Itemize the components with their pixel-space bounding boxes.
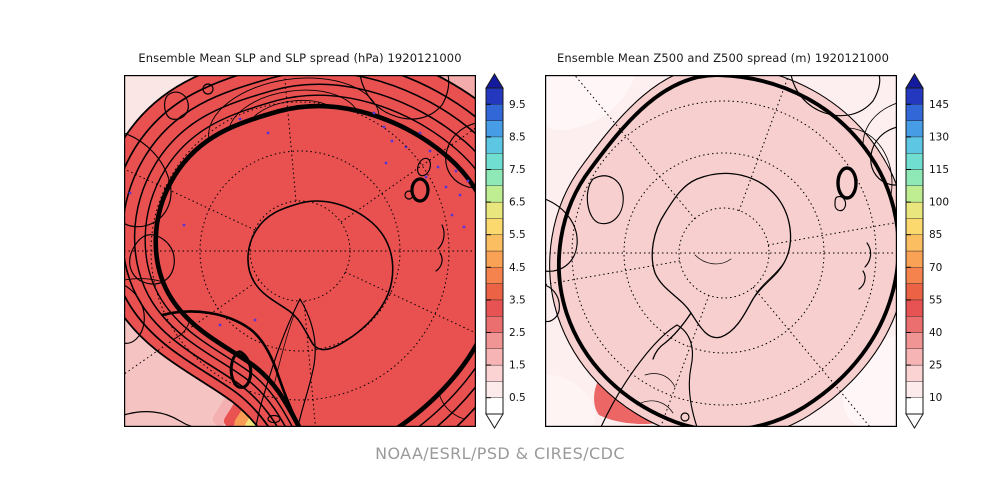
colorbar-segment xyxy=(485,136,504,154)
colorbar-tick-label: 70 xyxy=(929,262,942,274)
colorbar-segment xyxy=(485,267,504,284)
colorbar-segment xyxy=(485,87,504,105)
slp-coastlines xyxy=(124,75,476,427)
colorbar-tick-label: 9.5 xyxy=(509,99,526,111)
z500-coastlines xyxy=(545,75,897,427)
footer-credit: NOAA/ESRL/PSD & CIRES/CDC xyxy=(375,444,625,463)
colorbar-segment xyxy=(485,218,504,235)
slp-spread-map xyxy=(124,75,476,427)
colorbar-segment xyxy=(905,267,924,284)
colorbar-segment xyxy=(485,397,504,415)
colorbar-tick-label: 5.5 xyxy=(509,229,526,241)
colorbar-segment xyxy=(905,201,924,219)
slp-thick-contours xyxy=(154,104,476,427)
colorbar-segment xyxy=(905,120,924,138)
colorbar-segment xyxy=(485,250,504,268)
colorbar-segment xyxy=(905,169,924,186)
colorbar-outline xyxy=(905,87,924,415)
colorbar-tick-label: 2.5 xyxy=(509,327,526,339)
colorbar-segment xyxy=(905,283,924,301)
colorbar-tick-label: 6.5 xyxy=(509,197,526,209)
colorbar-segment xyxy=(905,250,924,268)
colorbar-segment xyxy=(485,234,504,252)
z500-graticule xyxy=(545,75,897,427)
colorbar-segment xyxy=(905,381,924,398)
colorbar-segment xyxy=(905,218,924,235)
slp-map-border xyxy=(124,75,476,427)
z500-thick-contours xyxy=(557,75,897,427)
colorbar-tick-label: 100 xyxy=(929,197,949,209)
colorbar-segment xyxy=(485,201,504,219)
colorbar-segment xyxy=(905,348,924,366)
slp-observation-dots xyxy=(128,111,470,327)
z500-spread-map xyxy=(545,75,897,427)
slp-graticule xyxy=(124,75,476,427)
colorbar-segment xyxy=(905,299,924,317)
colorbar-tick-label: 8.5 xyxy=(509,131,526,143)
colorbar-tick-label: 115 xyxy=(929,164,949,176)
z500-map-border xyxy=(545,75,897,427)
colorbar-segment xyxy=(905,153,924,170)
colorbar-tick-label: 55 xyxy=(929,294,942,306)
colorbar-segment xyxy=(485,332,504,349)
colorbar-segment xyxy=(485,283,504,301)
colorbar-segment xyxy=(905,136,924,154)
z500-panel-title: Ensemble Mean Z500 and Z500 spread (m) 1… xyxy=(556,51,890,65)
colorbar-under-arrow xyxy=(485,413,504,429)
colorbar-under-arrow xyxy=(905,413,924,429)
colorbar-segment xyxy=(485,104,504,121)
colorbar-tick-label: 85 xyxy=(929,229,942,241)
colorbar-segment xyxy=(905,332,924,349)
colorbar-over-arrow xyxy=(905,73,924,89)
colorbar-tick-label: 3.5 xyxy=(509,294,526,306)
colorbar-tick-label: 130 xyxy=(929,131,949,143)
colorbar-segment xyxy=(485,316,504,333)
colorbar-over-arrow xyxy=(485,73,504,89)
colorbar-segment xyxy=(905,364,924,382)
colorbar-segment xyxy=(905,185,924,203)
colorbar-segment xyxy=(905,397,924,415)
slp-colorbar: 0.5 1.5 2.5 3.5 4.5 5.5 6.5 7.5 8.5 9.5 xyxy=(485,73,526,429)
colorbar-segment xyxy=(485,364,504,382)
slp-panel-title: Ensemble Mean SLP and SLP spread (hPa) 1… xyxy=(138,51,462,65)
colorbar-tick-label: 4.5 xyxy=(509,262,526,274)
colorbar-tick-label: 0.5 xyxy=(509,392,526,404)
colorbar-segment xyxy=(905,104,924,121)
colorbar-segment xyxy=(485,153,504,170)
colorbar-segment xyxy=(485,185,504,203)
colorbar-segment xyxy=(485,120,504,138)
colorbar-outline xyxy=(485,87,504,415)
colorbar-segment xyxy=(485,169,504,186)
colorbar-tick-label: 10 xyxy=(929,392,942,404)
colorbar-tick-label: 7.5 xyxy=(509,164,526,176)
colorbar-segment xyxy=(485,381,504,398)
colorbar-segment xyxy=(905,316,924,333)
colorbar-segment xyxy=(905,234,924,252)
colorbar-segment xyxy=(905,87,924,105)
colorbar-tick-label: 25 xyxy=(929,360,942,372)
colorbar-tick-label: 1.5 xyxy=(509,360,526,372)
z500-colorbar: 10 25 40 55 70 85 100 115 130 145 xyxy=(905,73,949,429)
colorbar-segment xyxy=(485,348,504,366)
colorbar-segment xyxy=(485,299,504,317)
colorbar-tick-label: 40 xyxy=(929,327,942,339)
colorbar-tick-label: 145 xyxy=(929,99,949,111)
